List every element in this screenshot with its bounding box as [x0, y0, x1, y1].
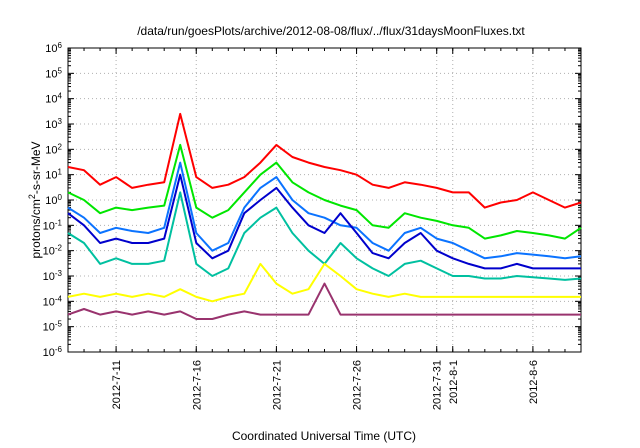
series-line-7 [67, 282, 581, 320]
x-tick-label: 2012-7-21 [271, 360, 283, 410]
y-axis-ticks: 10-6 10-5 10-4 10-3 10-2 10-1 100 101 102 103 104 1… [43, 41, 581, 360]
y-tick-label: 103 [45, 117, 62, 132]
series-line-3 [67, 161, 582, 260]
y-tick-label: 10-2 [43, 243, 63, 258]
series-line-1 [67, 112, 582, 209]
series-line-4 [67, 173, 581, 270]
y-tick-label: 102 [45, 142, 62, 157]
x-axis-ticks: 2012-7-11 2012-7-16 2012-7-21 2012-7-26 2012… [67, 48, 582, 410]
x-tick-label: 2012-7-11 [111, 360, 123, 409]
series-lines [67, 112, 582, 320]
y-tick-label: 10-6 [43, 345, 63, 360]
y-tick-label: 104 [45, 91, 62, 106]
y-axis-label-base: protons/cm [29, 199, 43, 258]
y-tick-label: 10-1 [43, 218, 63, 233]
chart-title: /data/run/goesPlots/archive/2012-08-08/f… [137, 24, 525, 38]
grid-lines [68, 48, 581, 352]
y-tick-label: 105 [45, 66, 62, 81]
x-tick-label: 2012-7-31 [432, 360, 444, 410]
y-tick-label: 10-3 [43, 269, 63, 284]
y-tick-label: 106 [45, 41, 62, 56]
y-tick-label: 10-5 [43, 319, 63, 334]
x-tick-label: 2012-8-6 [528, 360, 540, 404]
y-axis-label-sup: 2 [27, 194, 37, 199]
series-line-2 [67, 143, 582, 240]
x-axis-label: Coordinated Universal Time (UTC) [232, 429, 416, 443]
y-tick-label: 100 [45, 193, 62, 208]
y-tick-label: 10-4 [43, 294, 63, 309]
x-tick-label: 2012-7-16 [191, 360, 203, 410]
y-axis-label-rest: -s-sr-MeV [29, 141, 43, 194]
x-tick-label: 2012-8-1 [448, 360, 460, 404]
y-axis-label: protons/cm2-s-sr-MeV [27, 141, 43, 258]
x-tick-label: 2012-7-26 [352, 360, 364, 410]
series-line-6 [67, 262, 581, 303]
y-tick-label: 101 [45, 167, 62, 182]
